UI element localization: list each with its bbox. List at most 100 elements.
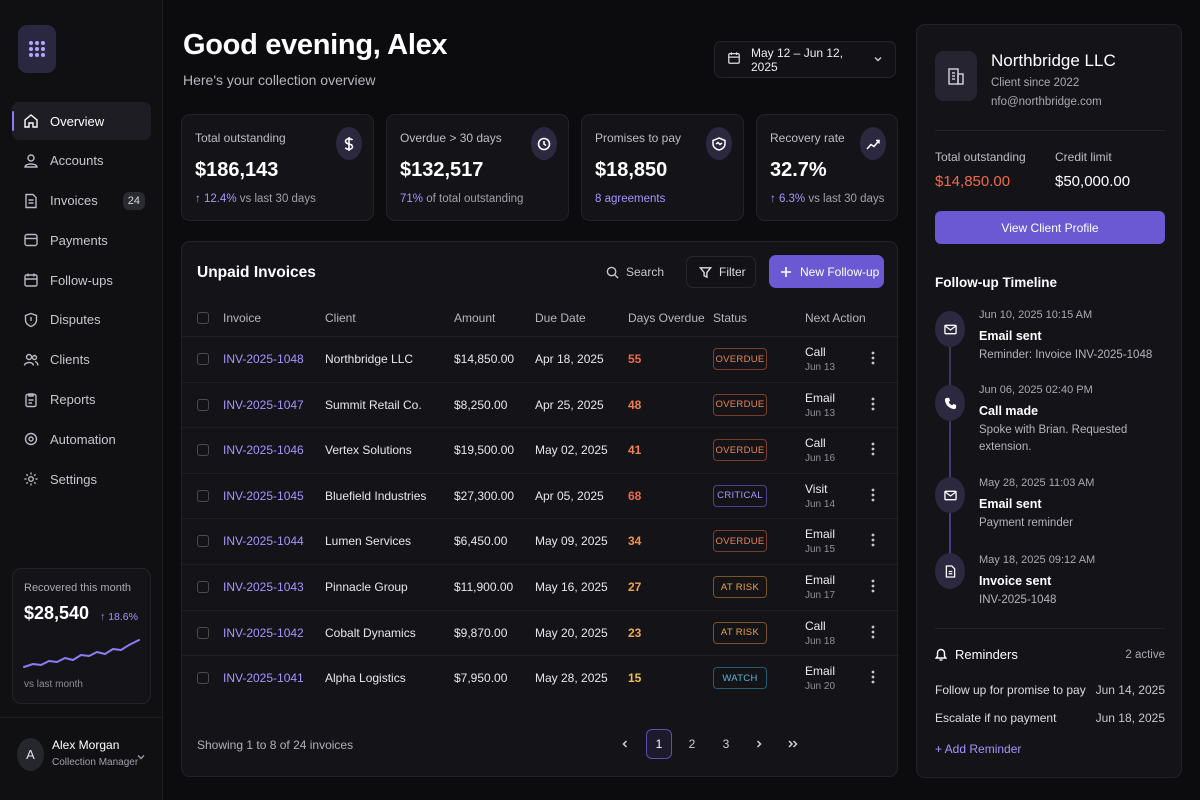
sidebar-item-label: Clients bbox=[50, 352, 90, 368]
invoice-link[interactable]: INV-2025-1042 bbox=[223, 625, 304, 640]
reminders-count: 2 active bbox=[1125, 648, 1165, 661]
chevron-down-icon[interactable] bbox=[136, 749, 146, 767]
reminder-item[interactable]: Follow up for promise to pay Jun 14, 202… bbox=[935, 683, 1165, 697]
table-row[interactable]: INV-2025-1043 Pinnacle Group $11,900.00 May… bbox=[182, 564, 899, 610]
column-header-days-overdue[interactable]: Days Overdue bbox=[628, 311, 705, 325]
add-reminder-button[interactable]: + Add Reminder bbox=[935, 742, 1022, 756]
page-2-button[interactable]: 2 bbox=[688, 737, 696, 751]
sidebar-item-clients[interactable]: Clients bbox=[12, 341, 151, 379]
due-date-cell: Apr 25, 2025 bbox=[535, 397, 604, 412]
amount-cell: $11,900.00 bbox=[454, 580, 514, 594]
column-header-due-date[interactable]: Due Date bbox=[535, 311, 586, 325]
column-header-client[interactable]: Client bbox=[325, 311, 356, 325]
table-row[interactable]: INV-2025-1042 Cobalt Dynamics $9,870.00 May… bbox=[182, 609, 899, 656]
sidebar-item-settings[interactable]: Settings bbox=[12, 460, 151, 498]
previous-page-button[interactable] bbox=[612, 729, 638, 759]
view-client-profile-button[interactable]: View Client Profile bbox=[935, 211, 1165, 244]
mail-icon bbox=[935, 477, 965, 513]
sidebar-item-overview[interactable]: Overview bbox=[12, 102, 151, 140]
app-grid-icon[interactable] bbox=[18, 25, 56, 73]
table-row[interactable]: INV-2025-1046 Vertex Solutions $19,500.00 M… bbox=[182, 427, 899, 473]
sidebar-item-label: Reports bbox=[50, 392, 96, 408]
kpi-card-overdue: Overdue > 30 days $132,517 71% of total … bbox=[386, 114, 569, 221]
invoice-link[interactable]: INV-2025-1047 bbox=[223, 397, 304, 412]
client-cell: Lumen Services bbox=[325, 534, 412, 549]
more-options-icon[interactable] bbox=[871, 351, 875, 368]
next-action-date: Jun 13 bbox=[805, 407, 836, 419]
invoice-link[interactable]: INV-2025-1041 bbox=[223, 671, 304, 686]
invoice-link[interactable]: INV-2025-1048 bbox=[223, 352, 304, 366]
row-checkbox[interactable] bbox=[197, 581, 209, 593]
column-header-amount[interactable]: Amount bbox=[454, 311, 496, 325]
search-button[interactable]: Search bbox=[606, 257, 670, 287]
page-1-button[interactable]: 1 bbox=[646, 729, 672, 759]
page-3-button[interactable]: 3 bbox=[722, 737, 730, 751]
user-menu[interactable]: A Alex Morgan Collection Manager bbox=[0, 717, 163, 800]
row-checkbox[interactable] bbox=[197, 672, 209, 685]
sidebar-item-automation[interactable]: Automation bbox=[12, 420, 151, 458]
sidebar-item-invoices[interactable]: Invoices 24 bbox=[12, 182, 151, 220]
amount-cell: $7,950.00 bbox=[454, 671, 508, 686]
due-date-cell: May 28, 2025 bbox=[535, 671, 608, 686]
row-checkbox[interactable] bbox=[197, 626, 209, 639]
row-checkbox[interactable] bbox=[197, 353, 209, 365]
column-header-next-action[interactable]: Next Action bbox=[805, 311, 866, 325]
divider bbox=[935, 130, 1165, 131]
row-checkbox[interactable] bbox=[197, 398, 209, 411]
status-badge: OVERDUE bbox=[713, 393, 767, 416]
kpi-label: Total outstanding bbox=[195, 131, 286, 145]
search-label: Search bbox=[626, 265, 665, 279]
table-row[interactable]: INV-2025-1041 Alpha Logistics $7,950.00 May… bbox=[182, 655, 899, 701]
sidebar-item-follow-ups[interactable]: Follow-ups bbox=[12, 261, 151, 299]
sidebar-item-label: Automation bbox=[50, 431, 116, 447]
kpi-delta: 71% bbox=[400, 193, 424, 205]
reminder-item[interactable]: Escalate if no payment Jun 18, 2025 bbox=[935, 711, 1165, 725]
invoice-link[interactable]: INV-2025-1046 bbox=[223, 443, 304, 458]
client-credit-label: Credit limit bbox=[1055, 150, 1112, 164]
last-page-button[interactable] bbox=[780, 729, 806, 759]
table-row[interactable]: INV-2025-1047 Summit Retail Co. $8,250.00 A… bbox=[182, 381, 899, 428]
calendar-icon bbox=[727, 51, 741, 68]
timeline-what: Email sent bbox=[979, 497, 1042, 511]
bell-icon bbox=[935, 648, 947, 661]
row-checkbox[interactable] bbox=[197, 444, 209, 457]
more-options-icon[interactable] bbox=[871, 670, 875, 687]
table-row[interactable]: INV-2025-1045 Bluefield Industries $27,300… bbox=[182, 472, 899, 519]
recovered-sub: vs last month bbox=[24, 679, 83, 690]
more-options-icon[interactable] bbox=[871, 397, 875, 414]
select-all-checkbox[interactable] bbox=[197, 312, 209, 324]
next-action-date: Jun 17 bbox=[805, 590, 836, 601]
sidebar-item-payments[interactable]: Payments bbox=[12, 221, 151, 259]
new-follow-up-button[interactable]: New Follow-up bbox=[769, 255, 884, 288]
invoice-link[interactable]: INV-2025-1045 bbox=[223, 488, 304, 503]
invoice-icon bbox=[23, 193, 39, 209]
kpi-link[interactable]: 8 agreements bbox=[595, 193, 666, 205]
client-detail-panel: Northbridge LLC Client since 2022 nfo@no… bbox=[916, 24, 1182, 778]
sidebar-item-disputes[interactable]: Disputes bbox=[12, 301, 151, 339]
row-checkbox[interactable] bbox=[197, 535, 209, 548]
timeline-line bbox=[949, 325, 951, 565]
more-options-icon[interactable] bbox=[871, 625, 875, 642]
client-email[interactable]: nfo@northbridge.com bbox=[991, 96, 1102, 108]
more-options-icon[interactable] bbox=[871, 442, 875, 459]
more-options-icon[interactable] bbox=[871, 488, 875, 505]
search-icon bbox=[606, 266, 619, 279]
document-icon bbox=[935, 553, 965, 589]
sidebar-item-reports[interactable]: Reports bbox=[12, 381, 151, 419]
invoice-link[interactable]: INV-2025-1043 bbox=[223, 580, 304, 594]
table-row[interactable]: INV-2025-1044 Lumen Services $6,450.00 May … bbox=[182, 518, 899, 564]
column-header-invoice[interactable]: Invoice bbox=[223, 311, 262, 325]
row-checkbox[interactable] bbox=[197, 489, 209, 502]
days-overdue-cell: 68 bbox=[628, 488, 642, 503]
sidebar-item-accounts[interactable]: Accounts bbox=[12, 142, 151, 180]
more-options-icon[interactable] bbox=[871, 533, 875, 550]
date-range-picker[interactable]: May 12 – Jun 12, 2025 bbox=[714, 41, 896, 78]
table-row[interactable]: INV-2025-1048 Northbridge LLC $14,850.00 Ap… bbox=[182, 336, 899, 382]
column-header-status[interactable]: Status bbox=[713, 311, 748, 325]
next-page-button[interactable] bbox=[746, 729, 772, 759]
timeline-what: Invoice sent bbox=[979, 574, 1052, 588]
due-date-cell: May 16, 2025 bbox=[535, 580, 608, 594]
more-options-icon[interactable] bbox=[871, 579, 875, 596]
filter-button[interactable]: Filter bbox=[686, 256, 756, 288]
invoice-link[interactable]: INV-2025-1044 bbox=[223, 534, 304, 549]
